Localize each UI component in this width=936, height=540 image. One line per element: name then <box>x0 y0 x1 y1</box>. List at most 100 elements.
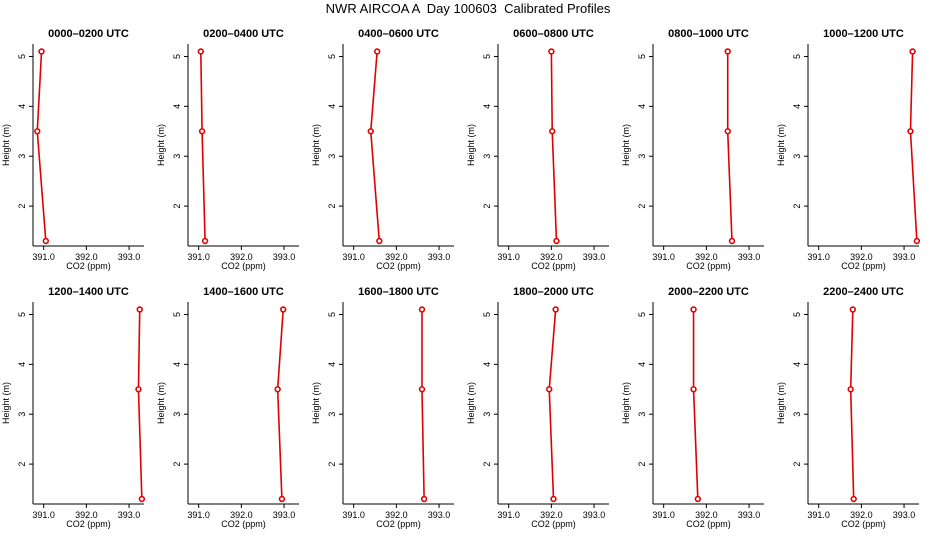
panel-12-data-point <box>847 386 854 393</box>
panel-2-y-tick-label: 4 <box>172 104 182 109</box>
panel-4-y-tick-label: 5 <box>482 54 492 59</box>
panel-12-title: 2200–2400 UTC <box>823 286 904 298</box>
panel-1-x-tick-label: 391.0 <box>32 252 55 262</box>
panel-12-y-tick-label: 5 <box>792 312 802 317</box>
panel-6-data-point <box>907 128 914 135</box>
panel-5-x-tick-label: 391.0 <box>652 252 675 262</box>
panel-1-data-point <box>38 48 45 55</box>
panel-12-y-tick-label: 4 <box>792 362 802 367</box>
panel-6-x-tick-label: 392.0 <box>850 252 873 262</box>
panel-5-y-axis-label: Height (m) <box>621 124 631 166</box>
panel-5-y-tick-label: 3 <box>637 154 647 159</box>
panel-6-y-tick-label: 2 <box>792 204 802 209</box>
panel-2-data-point <box>198 128 206 135</box>
panel-1-title: 0000–0200 UTC <box>48 28 129 40</box>
panel-3-x-axis-label: CO2 (ppm) <box>376 261 421 271</box>
panel-2-y-tick-label: 3 <box>172 154 182 159</box>
panel-10-x-axis-label: CO2 (ppm) <box>531 519 576 529</box>
panel-8-y-tick-label: 4 <box>172 362 182 367</box>
panel-7-profile-line <box>137 309 143 500</box>
panel-10-data-point <box>546 386 553 393</box>
panel-4-x-axis-label: CO2 (ppm) <box>531 261 576 271</box>
panel-10-y-tick-label: 2 <box>482 462 492 467</box>
panel-10-x-tick-label: 393.0 <box>583 510 606 520</box>
panel-4-data-point <box>553 237 560 245</box>
panel-10-data-point <box>550 495 557 503</box>
panel-10-x-tick-label: 391.0 <box>497 510 520 520</box>
panel-8-y-tick-label: 2 <box>172 462 182 467</box>
panel-2-data-point <box>197 48 205 55</box>
panel-5-x-tick-label: 393.0 <box>738 252 761 262</box>
panel-3-profile-line <box>369 51 381 242</box>
panel-1-profile-line <box>36 51 47 242</box>
page-title: NWR AIRCOA A Day 100603 Calibrated Profi… <box>325 1 611 16</box>
panel-2-y-tick-label: 2 <box>172 204 182 209</box>
panel-11-x-tick-label: 391.0 <box>652 510 675 520</box>
panel-9-data-point <box>418 386 426 393</box>
panel-7-y-tick-label: 5 <box>17 312 27 317</box>
panel-1-y-tick-label: 4 <box>17 104 27 109</box>
panel-12-data-point <box>849 306 857 313</box>
panel-3-y-axis-label: Height (m) <box>311 124 321 166</box>
panel-4-y-tick-label: 4 <box>482 104 492 109</box>
panel-10-title: 1800–2000 UTC <box>513 286 594 298</box>
panel-3-title: 0400–0600 UTC <box>358 28 439 40</box>
panel-6-title: 1000–1200 UTC <box>823 28 904 40</box>
panel-7-y-tick-label: 3 <box>17 412 27 417</box>
panel-7-data-point <box>135 386 142 393</box>
panel-3-y-tick-label: 3 <box>327 154 337 159</box>
panel-2-title: 0200–0400 UTC <box>203 28 284 40</box>
panel-11-y-tick-label: 4 <box>637 362 647 367</box>
panel-7-title: 1200–1400 UTC <box>48 286 129 298</box>
panel-5-y-tick-label: 4 <box>637 104 647 109</box>
panel-2-y-tick-label: 5 <box>172 54 182 59</box>
panel-4-title: 0600–0800 UTC <box>513 28 594 40</box>
panel-11-x-axis-label: CO2 (ppm) <box>686 519 731 529</box>
panel-11-x-tick-label: 393.0 <box>738 510 761 520</box>
panel-1-y-tick-label: 2 <box>17 204 27 209</box>
panel-12-data-point <box>850 495 857 503</box>
panel-9-title: 1600–1800 UTC <box>358 286 439 298</box>
panel-6-x-axis-label: CO2 (ppm) <box>841 261 886 271</box>
panel-10-y-axis-label: Height (m) <box>466 382 476 424</box>
panel-6-y-tick-label: 3 <box>792 154 802 159</box>
panel-12-y-tick-label: 3 <box>792 412 802 417</box>
panel-4-data-point <box>549 128 556 135</box>
panel-4-y-axis-label: Height (m) <box>466 124 476 166</box>
panel-8-title: 1400–1600 UTC <box>203 286 284 298</box>
panel-7-data-point <box>138 495 146 503</box>
panel-5-y-tick-label: 2 <box>637 204 647 209</box>
panel-9-profile-line <box>421 309 425 500</box>
panel-2-x-tick-label: 391.0 <box>187 252 210 262</box>
panel-6-x-tick-label: 391.0 <box>807 252 830 262</box>
panel-8-data-point <box>274 386 281 393</box>
panel-5-x-tick-label: 392.0 <box>695 252 718 262</box>
panel-7-data-point <box>136 306 143 313</box>
panel-8-x-tick-label: 392.0 <box>230 510 253 520</box>
panel-8-data-point <box>280 306 287 313</box>
panel-5-x-axis-label: CO2 (ppm) <box>686 261 731 271</box>
panel-7-y-axis-label: Height (m) <box>1 382 11 424</box>
panel-4-y-tick-label: 3 <box>482 154 492 159</box>
panel-5-y-tick-label: 5 <box>637 54 647 59</box>
panel-6-data-point <box>909 48 916 55</box>
panel-3-x-tick-label: 392.0 <box>385 252 408 262</box>
panel-2-data-point <box>201 237 209 245</box>
panel-10-y-tick-label: 5 <box>482 312 492 317</box>
panel-10-y-tick-label: 3 <box>482 412 492 417</box>
panel-9-x-tick-label: 393.0 <box>428 510 451 520</box>
panel-11-x-tick-label: 392.0 <box>695 510 718 520</box>
panel-10-data-point <box>552 306 559 313</box>
panel-1-data-point <box>34 128 41 135</box>
panel-9-data-point <box>418 306 426 313</box>
panel-5-title: 0800–1000 UTC <box>668 28 749 40</box>
panel-3-data-point <box>367 128 374 135</box>
panel-8-y-tick-label: 3 <box>172 412 182 417</box>
panel-9-y-axis-label: Height (m) <box>311 382 321 424</box>
panel-11-y-tick-label: 3 <box>637 412 647 417</box>
panel-11-y-tick-label: 2 <box>637 462 647 467</box>
panel-3-y-tick-label: 5 <box>327 54 337 59</box>
panel-9-x-tick-label: 392.0 <box>385 510 408 520</box>
panel-5-data-point <box>728 237 736 245</box>
panel-11-data-point <box>694 495 702 503</box>
